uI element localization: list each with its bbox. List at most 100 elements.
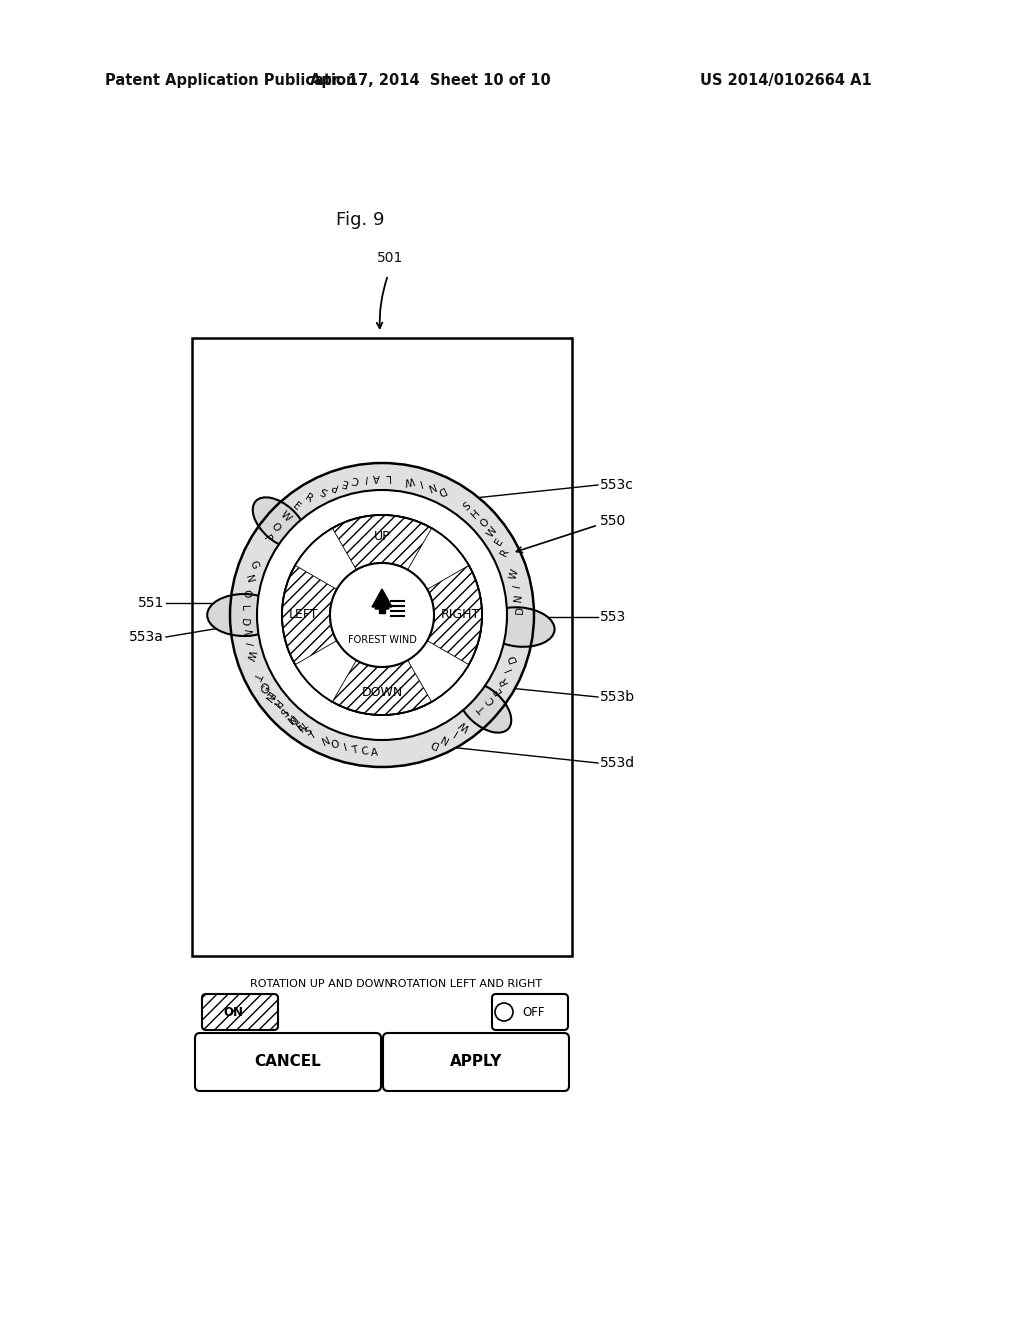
Polygon shape: [372, 589, 392, 607]
Text: ROTATION LEFT AND RIGHT: ROTATION LEFT AND RIGHT: [389, 979, 542, 989]
Text: 553c: 553c: [600, 478, 634, 492]
Text: I: I: [273, 702, 283, 710]
Text: N: N: [243, 574, 255, 583]
Text: E: E: [492, 685, 504, 696]
Text: O: O: [330, 739, 341, 751]
Text: Apr. 17, 2014  Sheet 10 of 10: Apr. 17, 2014 Sheet 10 of 10: [309, 73, 550, 87]
Text: CANCEL: CANCEL: [255, 1055, 322, 1069]
Ellipse shape: [253, 498, 306, 548]
Text: Patent Application Publication: Patent Application Publication: [105, 73, 356, 87]
Text: G: G: [260, 684, 272, 696]
Text: ROTATION UP AND DOWN: ROTATION UP AND DOWN: [250, 979, 393, 989]
Text: 553d: 553d: [600, 756, 635, 770]
Text: N: N: [294, 719, 306, 733]
Text: C: C: [350, 474, 359, 486]
Wedge shape: [409, 642, 469, 702]
Text: O: O: [269, 520, 283, 533]
Text: W: W: [508, 569, 520, 581]
Text: L: L: [239, 605, 249, 611]
Text: N: N: [265, 692, 279, 705]
Text: O: O: [478, 516, 492, 529]
Circle shape: [282, 515, 482, 715]
Text: C: C: [360, 747, 369, 758]
Text: D: D: [285, 713, 297, 725]
Text: D: D: [434, 483, 446, 496]
Text: R: R: [269, 697, 282, 709]
Circle shape: [330, 564, 434, 667]
Polygon shape: [375, 597, 389, 609]
Text: I: I: [504, 665, 514, 672]
Text: LEFT: LEFT: [289, 609, 318, 622]
Text: S: S: [461, 500, 473, 512]
Wedge shape: [427, 565, 482, 665]
Text: S: S: [318, 484, 329, 496]
Text: C: C: [484, 694, 497, 706]
Wedge shape: [295, 642, 355, 702]
Text: ON: ON: [223, 1006, 244, 1019]
Text: I: I: [452, 727, 459, 737]
Text: N: N: [240, 628, 251, 638]
Text: G: G: [248, 560, 260, 570]
Text: D: D: [239, 618, 250, 627]
Text: T: T: [477, 704, 488, 715]
Circle shape: [257, 490, 507, 741]
Text: S: S: [303, 726, 314, 738]
Text: W: W: [485, 525, 500, 539]
Text: L: L: [384, 473, 390, 482]
Wedge shape: [282, 565, 337, 665]
Text: D: D: [515, 606, 525, 614]
Text: UP: UP: [374, 531, 390, 544]
Text: I: I: [342, 743, 348, 754]
Text: I: I: [417, 477, 423, 487]
Text: E: E: [340, 477, 348, 488]
Text: E: E: [291, 500, 302, 512]
Text: D: D: [507, 652, 519, 663]
Circle shape: [230, 463, 534, 767]
FancyBboxPatch shape: [202, 994, 278, 1030]
Text: A: A: [371, 747, 379, 758]
Text: E: E: [295, 721, 306, 733]
Wedge shape: [409, 528, 469, 589]
Text: W: W: [244, 648, 256, 661]
Text: RIGHT: RIGHT: [440, 609, 479, 622]
Text: T: T: [252, 671, 264, 680]
Text: N: N: [287, 714, 299, 726]
Text: P: P: [329, 480, 339, 491]
Text: T: T: [351, 744, 359, 756]
Text: I: I: [242, 642, 252, 647]
Text: N: N: [321, 735, 332, 747]
Ellipse shape: [484, 607, 555, 647]
Text: FOREST WIND: FOREST WIND: [347, 635, 417, 645]
Text: 553: 553: [600, 610, 627, 624]
Text: N: N: [439, 731, 451, 744]
Text: OFF: OFF: [522, 1006, 545, 1019]
Text: W: W: [458, 718, 472, 733]
Text: I: I: [364, 473, 368, 483]
Text: R: R: [498, 675, 510, 685]
Wedge shape: [295, 528, 355, 589]
Text: I: I: [305, 727, 312, 737]
Text: W: W: [279, 510, 293, 523]
Text: O: O: [241, 589, 251, 598]
Text: R: R: [303, 492, 314, 504]
Circle shape: [495, 1003, 513, 1020]
Text: A: A: [373, 473, 380, 482]
Text: N: N: [425, 479, 435, 492]
Text: E: E: [494, 536, 505, 548]
Text: H: H: [470, 508, 482, 520]
Wedge shape: [332, 515, 432, 570]
Text: Fig. 9: Fig. 9: [336, 211, 384, 228]
Ellipse shape: [207, 594, 281, 636]
Text: S: S: [280, 708, 291, 719]
Text: DOWN: DOWN: [361, 686, 402, 700]
Text: R: R: [499, 546, 511, 558]
Text: US 2014/0102664 A1: US 2014/0102664 A1: [700, 73, 871, 87]
Bar: [379, 607, 385, 612]
Text: D: D: [428, 737, 439, 748]
Text: N: N: [514, 594, 524, 603]
Text: I: I: [279, 706, 288, 715]
Text: W: W: [403, 474, 415, 486]
Text: I: I: [512, 583, 522, 589]
Ellipse shape: [458, 682, 511, 733]
Text: P: P: [261, 533, 272, 544]
